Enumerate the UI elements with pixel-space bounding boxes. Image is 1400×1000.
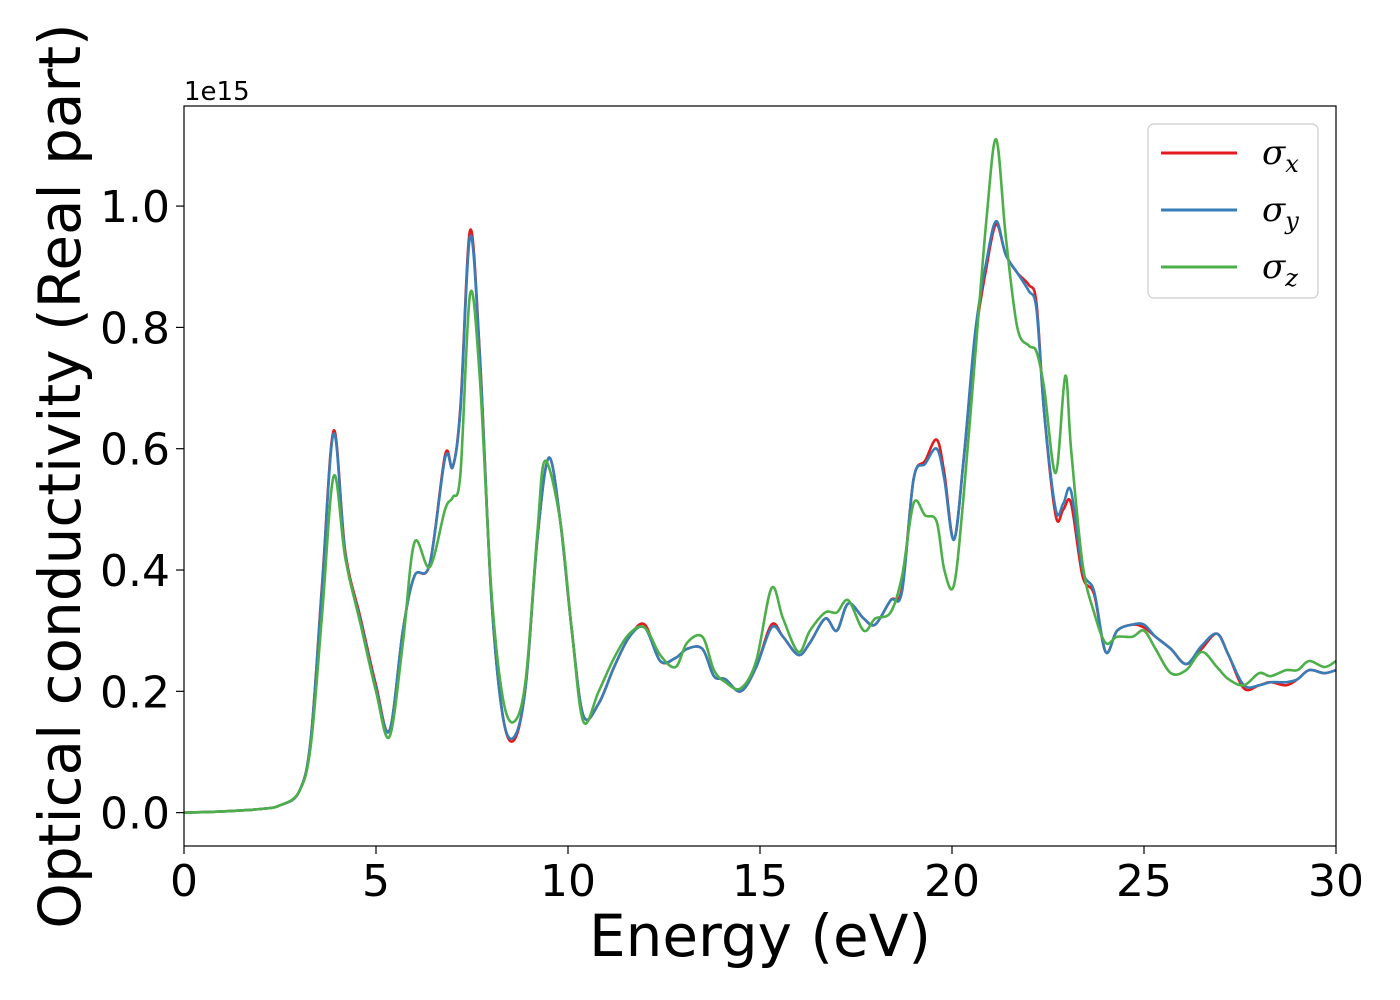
y-tick-label: 0.0: [100, 789, 170, 840]
series-layer: [184, 138, 1336, 814]
y-tick-label: 0.2: [100, 667, 170, 718]
x-tick-label: 10: [540, 856, 596, 907]
x-tick-label: 20: [924, 856, 980, 907]
legend-label-z: σz: [1262, 247, 1298, 292]
legend-label-y: σy: [1262, 190, 1299, 235]
x-axis-title: Energy (eV): [589, 902, 931, 970]
y-offset-label: 1e15: [184, 77, 250, 107]
x-tick-label: 25: [1116, 856, 1172, 907]
x-tick-label: 30: [1308, 856, 1364, 907]
x-tick-label: 5: [362, 856, 390, 907]
series-line-y: [184, 219, 1336, 814]
x-axis: 0 5 10 15 20 25 30: [170, 846, 1364, 907]
y-tick-label: 0.8: [100, 303, 170, 354]
x-tick-label: 0: [170, 856, 198, 907]
y-tick-label: 0.4: [100, 546, 170, 597]
y-axis: 0.0 0.2 0.4 0.6 0.8 1.0: [100, 182, 184, 840]
x-tick-label: 15: [732, 856, 788, 907]
legend-label-x: σx: [1262, 133, 1299, 178]
legend: σx σy σz: [1147, 123, 1319, 299]
y-axis-title: Optical conductivity (Real part): [26, 23, 94, 928]
y-tick-label: 0.6: [100, 425, 170, 476]
y-tick-label: 1.0: [100, 182, 170, 233]
series-line-z: [184, 138, 1336, 814]
